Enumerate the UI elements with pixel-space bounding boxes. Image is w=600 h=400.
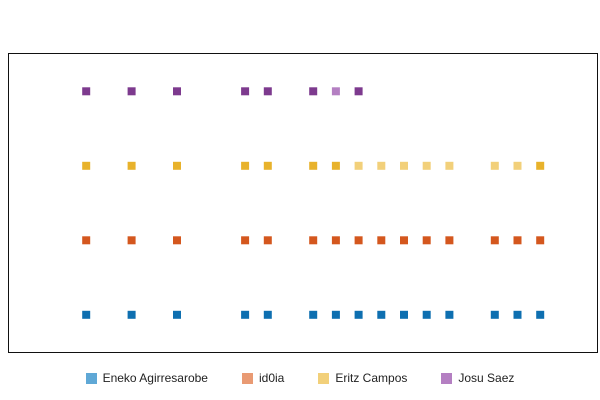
series-1 [82,236,545,245]
point-0-11 [445,310,454,319]
point-1-7 [354,236,363,245]
point-1-2 [173,236,181,245]
point-1-0 [82,236,91,245]
point-1-14 [536,236,545,245]
legend-item-0: Eneko Agirresarobe [85,371,208,385]
point-0-12 [490,310,499,319]
point-2-14 [536,161,545,170]
point-0-7 [354,310,363,319]
point-3-7 [354,87,363,96]
series-3 [82,87,363,96]
point-1-11 [445,236,454,245]
point-2-11 [445,161,454,170]
point-0-1 [127,310,136,319]
point-2-7 [354,161,363,170]
point-2-5 [309,161,318,170]
point-1-10 [422,236,431,245]
point-2-12 [490,161,499,170]
point-0-2 [173,310,181,319]
point-2-9 [400,161,408,170]
point-3-2 [173,87,181,96]
legend-swatch-2 [318,372,330,384]
point-0-9 [400,310,408,319]
point-1-13 [513,236,522,245]
point-2-4 [263,161,272,170]
legend-swatch-3 [441,372,453,384]
legend-label-2: Eritz Campos [335,371,408,385]
legend-swatch-1 [241,372,253,384]
plot-frame [8,53,598,353]
legend-label-3: Josu Saez [458,371,515,385]
point-0-4 [263,310,272,319]
point-1-3 [241,236,250,245]
legend: Eneko Agirresarobe id0ia Eritz Campos Josu … [0,368,600,388]
point-2-0 [82,161,91,170]
point-2-10 [422,161,431,170]
point-2-8 [377,161,386,170]
data-marks [82,87,545,319]
point-3-6 [331,87,340,96]
point-2-6 [331,161,340,170]
point-3-1 [127,87,136,96]
point-0-3 [241,310,250,319]
point-0-6 [331,310,340,319]
point-0-5 [309,310,318,319]
point-1-9 [400,236,408,245]
point-2-3 [241,161,250,170]
legend-label-0: Eneko Agirresarobe [102,371,208,385]
point-1-8 [377,236,386,245]
point-0-8 [377,310,386,319]
point-0-0 [82,310,91,319]
series-0 [82,310,545,319]
point-3-5 [309,87,318,96]
point-2-13 [513,161,522,170]
point-3-4 [263,87,272,96]
point-2-1 [127,161,136,170]
point-1-1 [127,236,136,245]
legend-item-2: Eritz Campos [318,371,407,385]
point-0-14 [536,310,545,319]
point-1-5 [309,236,318,245]
point-0-13 [513,310,522,319]
point-1-6 [331,236,340,245]
point-3-0 [82,87,91,96]
point-3-3 [241,87,250,96]
point-1-4 [263,236,272,245]
legend-label-1: id0ia [258,371,285,385]
point-0-10 [422,310,431,319]
series-2 [82,161,545,170]
point-1-12 [490,236,499,245]
point-2-2 [173,161,181,170]
legend-swatch-0 [85,372,97,384]
legend-item-1: id0ia [241,371,285,385]
legend-item-3: Josu Saez [441,371,514,385]
